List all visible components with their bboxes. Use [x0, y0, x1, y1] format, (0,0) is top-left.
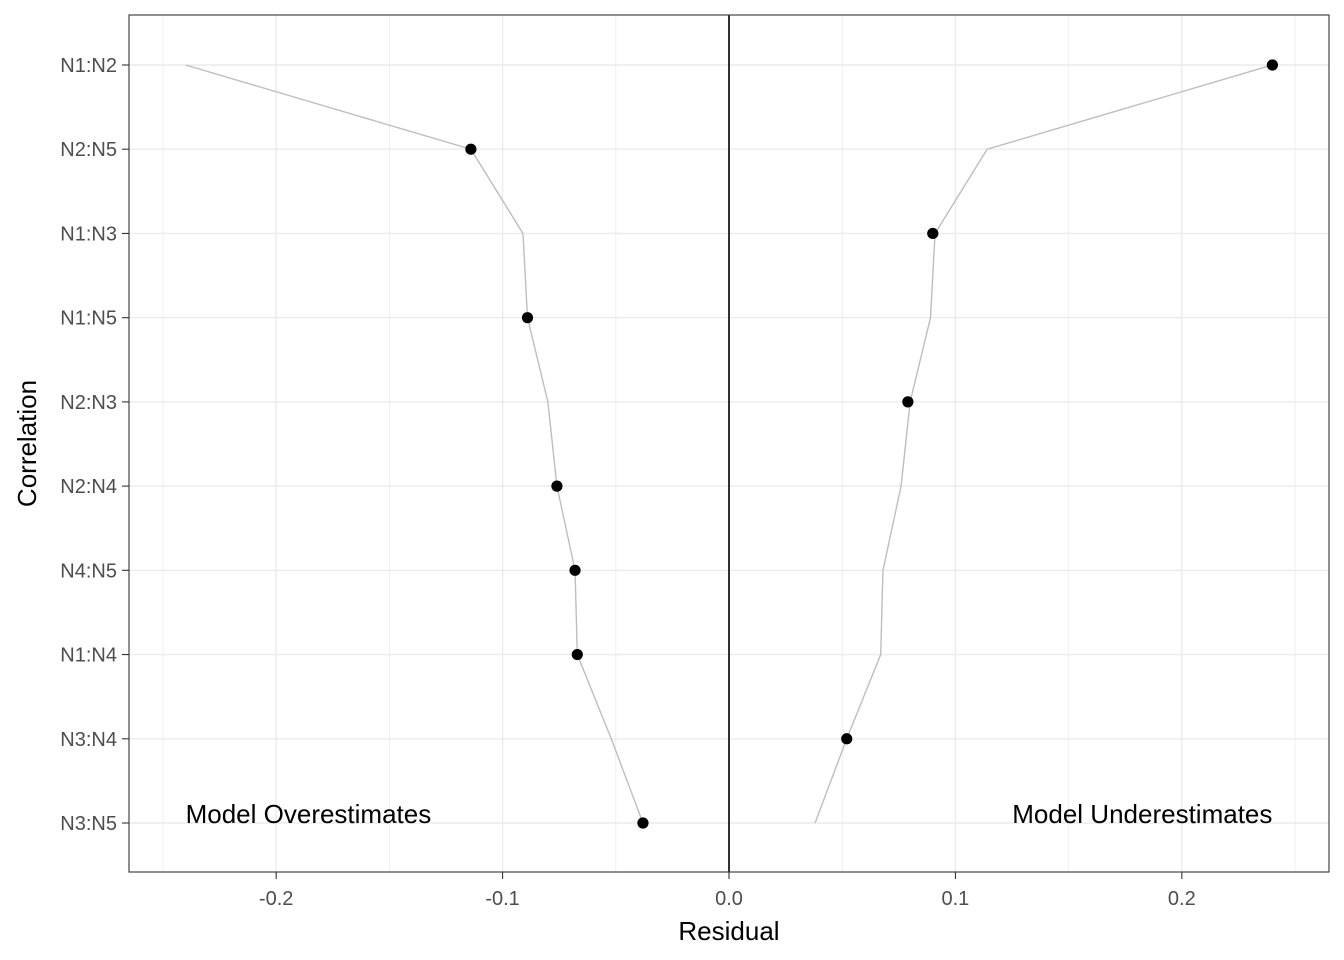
data-point — [465, 143, 477, 155]
y-tick-label: N1:N3 — [60, 223, 117, 245]
y-tick-label: N2:N4 — [60, 476, 117, 498]
y-tick-label: N2:N5 — [60, 139, 117, 161]
envelope-lines — [185, 64, 1273, 824]
y-axis-title: Correlation — [12, 380, 42, 507]
x-tick-label: 0.0 — [715, 888, 743, 910]
data-point — [902, 396, 914, 408]
data-point — [571, 648, 583, 661]
x-tick-label: 0.2 — [1168, 888, 1196, 910]
residual-points — [465, 59, 1278, 829]
x-tick-label: -0.1 — [485, 888, 519, 910]
x-tick-label: 0.1 — [942, 888, 970, 910]
y-tick-label: N3:N4 — [60, 729, 117, 751]
annotation-overestimates: Model Overestimates — [186, 799, 432, 829]
y-tick-label: N3:N5 — [60, 813, 117, 835]
x-axis-ticks: -0.2 -0.1 0.0 0.1 0.2 — [259, 872, 1196, 910]
upper-envelope-line — [814, 64, 1273, 824]
data-point — [551, 480, 563, 492]
y-tick-label: N1:N5 — [60, 308, 117, 330]
x-axis-title: Residual — [678, 916, 779, 946]
y-tick-label: N1:N2 — [60, 55, 117, 77]
lower-envelope-line — [185, 64, 644, 824]
y-axis-ticks: N1:N2 N2:N5 N1:N3 N1:N5 N2:N3 N2:N4 N4:N5 N1:N4… — [60, 55, 129, 835]
data-point — [927, 227, 939, 240]
y-tick-label: N4:N5 — [60, 560, 117, 582]
y-tick-label: N2:N3 — [60, 392, 117, 414]
annotation-underestimates: Model Underestimates — [1012, 799, 1272, 829]
data-point — [841, 733, 853, 745]
data-point — [569, 564, 581, 576]
data-point — [637, 817, 649, 829]
x-tick-label: -0.2 — [259, 888, 293, 910]
data-point — [1266, 59, 1278, 71]
y-tick-label: N1:N4 — [60, 645, 117, 667]
data-point — [521, 312, 534, 324]
